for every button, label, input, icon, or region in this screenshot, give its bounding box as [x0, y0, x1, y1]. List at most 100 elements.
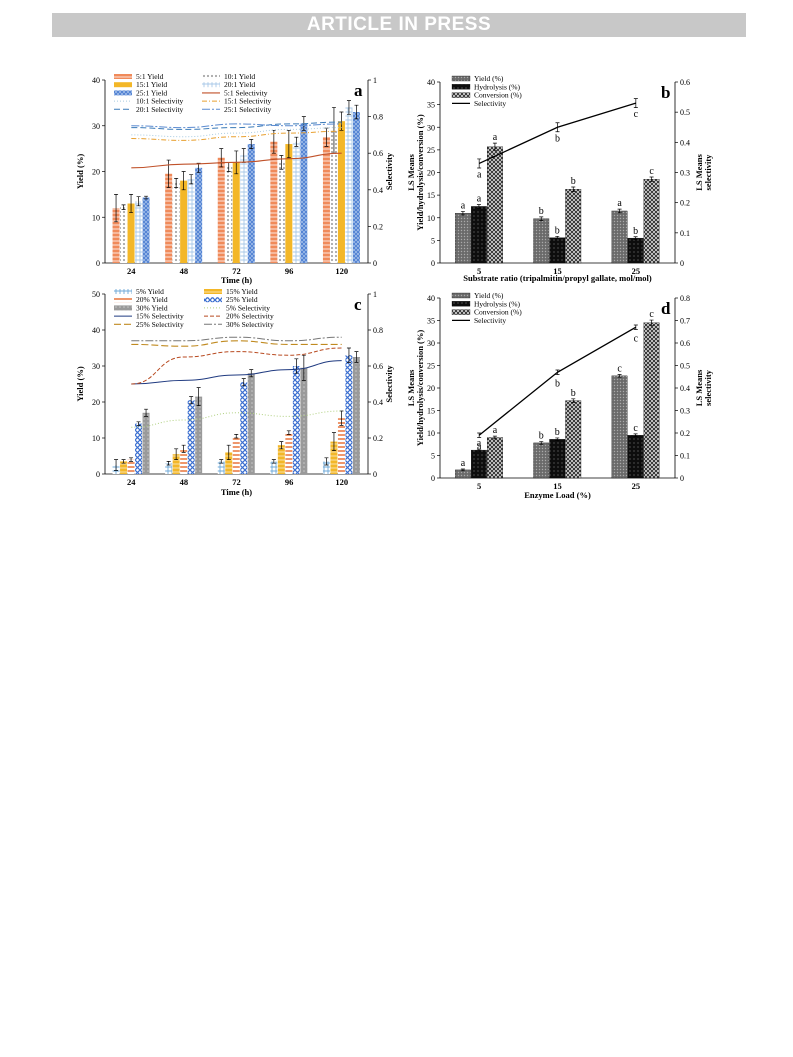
bar-yield [611, 375, 628, 479]
y-tick-label: 25 [427, 146, 435, 155]
bar-conversion [643, 322, 660, 479]
error-bar [460, 468, 465, 472]
y-axis-label-line2: Yield/hydrolysis/conversion (%) [415, 114, 425, 231]
bar-yield [533, 442, 550, 479]
bar-conversion [487, 437, 503, 479]
bar-15-1-yield [232, 162, 240, 263]
line-error-bar [477, 432, 482, 438]
y-tick-label: 0 [96, 470, 100, 479]
bar-5-1-yield [165, 173, 173, 263]
y-tick-label: 20 [92, 398, 100, 407]
y2-tick-label: 0.8 [680, 294, 690, 303]
significance-letter: a [461, 200, 466, 211]
line-error-bar [555, 369, 560, 375]
x-axis-label: Time (h) [221, 275, 252, 285]
y-tick-label: 25 [427, 362, 435, 371]
y-axis-label-line2: Yield/hydrolysis/conversion (%) [415, 330, 425, 447]
y2-tick-label: 0.6 [680, 78, 690, 87]
y2-tick-label: 0.4 [373, 398, 383, 407]
line-significance-letter: b [555, 133, 560, 144]
error-bar [121, 204, 126, 210]
bar-15-yield [225, 452, 233, 474]
y-tick-label: 20 [92, 168, 100, 177]
legend-item-20-1-yield: 20:1 Yield [224, 80, 255, 89]
significance-letter: a [493, 132, 498, 143]
bar-conversion [643, 179, 660, 264]
bar-hydrolysis [549, 237, 566, 264]
bar-20-1-yield [345, 107, 353, 263]
y-tick-label: 0 [96, 259, 100, 268]
y2-axis-label: Selectivity [384, 365, 394, 403]
error-bar [219, 148, 224, 168]
x-tick-label: 120 [335, 477, 348, 487]
error-bar [129, 457, 134, 462]
y2-axis-label: Selectivity [384, 152, 394, 190]
bar-20-yield [127, 459, 135, 474]
bar-25-1-yield [195, 167, 203, 263]
y2-tick-label: 0.4 [373, 186, 383, 195]
legend-item-5-selectivity: 5% Selectivity [226, 303, 270, 312]
error-bar [196, 387, 201, 406]
error-bar [226, 444, 231, 460]
legend-item-25-yield: 25% Yield [226, 295, 258, 304]
bar-15-1-yield [180, 180, 188, 263]
legend-swatch [114, 305, 132, 311]
bar-25-yield [345, 355, 353, 474]
line-20-1-selectivity [131, 121, 342, 130]
error-bar [181, 171, 186, 191]
bar-15-1-yield [285, 144, 293, 263]
bar-20-yield [337, 418, 345, 474]
x-tick-label: 96 [285, 477, 294, 487]
bar-15-1-yield [337, 121, 345, 263]
error-bar [633, 236, 638, 240]
bar-20-1-yield [292, 141, 300, 263]
significance-letter: c [633, 423, 638, 434]
line-error-bar [633, 324, 638, 330]
bar-15-yield [277, 445, 285, 474]
y-tick-label: 10 [92, 213, 100, 222]
error-bar [346, 347, 351, 363]
line-15-selectivity [131, 360, 342, 385]
y2-tick-label: 1 [373, 290, 377, 299]
x-tick-label: 5 [477, 481, 481, 491]
x-tick-label: 15 [553, 266, 562, 276]
legend-item-yield: Yield (%) [474, 74, 504, 83]
error-bar [649, 319, 654, 326]
y2-tick-label: 0.6 [373, 362, 383, 371]
legend-swatch [451, 92, 471, 98]
x-tick-label: 48 [180, 266, 189, 276]
x-tick-label: 24 [127, 266, 136, 276]
panel-label: c [354, 295, 362, 314]
y-axis-label: Yield (%) [75, 154, 85, 190]
error-bar [166, 461, 171, 466]
panel-label: b [661, 83, 670, 102]
error-bar [476, 204, 481, 209]
error-bar [539, 441, 544, 445]
y-tick-label: 15 [427, 407, 435, 416]
y-tick-label: 40 [427, 78, 435, 87]
legend-item-10-1-selectivity: 10:1 Selectivity [136, 97, 184, 106]
error-bar [271, 459, 276, 464]
article-in-press-banner: ARTICLE IN PRESS [52, 13, 746, 37]
error-bar [279, 155, 284, 170]
y-tick-label: 30 [427, 123, 435, 132]
chart-panel-a: 0 10 20 30 40 0 0.2 0.4 0.6 0.8 1 24 48 72 96 120 Time (… [75, 72, 394, 285]
y-tick-label: 10 [427, 429, 435, 438]
legend-swatch [204, 297, 222, 303]
y-tick-label: 40 [92, 326, 100, 335]
line-25-1-selectivity [131, 123, 342, 129]
y2-tick-label: 0.2 [373, 222, 383, 231]
error-bar [294, 136, 299, 147]
bar-30-yield [352, 357, 360, 474]
legend-swatch [202, 74, 220, 79]
x-tick-label: 120 [335, 266, 348, 276]
y2-axis-label-line2: selectivity [703, 154, 713, 191]
legend-item-25-1-selectivity: 25:1 Selectivity [224, 105, 272, 114]
error-bar [174, 178, 179, 188]
error-bar [136, 196, 141, 207]
error-bar [181, 444, 186, 453]
y-axis-label: LS Means [406, 154, 416, 191]
bar-hydrolysis [471, 449, 487, 479]
error-bar [346, 100, 351, 115]
significance-letter: b [555, 225, 560, 236]
